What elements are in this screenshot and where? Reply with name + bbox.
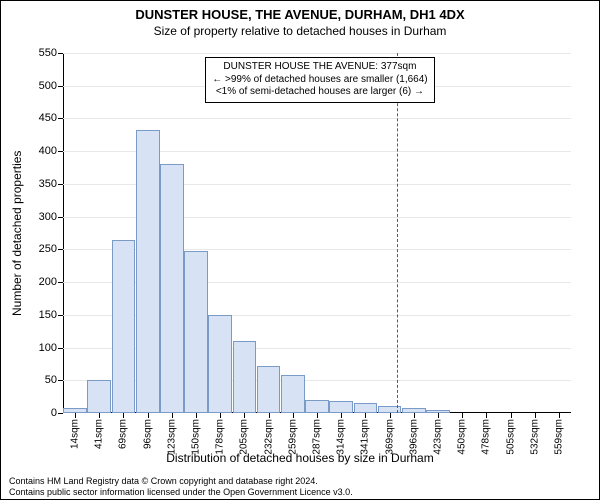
xtick-label: 423sqm [432,419,443,455]
histogram-bar [257,366,281,413]
gridline [63,53,571,54]
xtick-mark [148,413,149,418]
title-block: DUNSTER HOUSE, THE AVENUE, DURHAM, DH1 4… [1,1,599,38]
histogram-bar [208,315,232,413]
xtick-mark [559,413,560,418]
xtick-mark [172,413,173,418]
xtick-label: 205sqm [239,419,250,455]
ytick-label: 50 [45,374,57,386]
xtick-label: 178sqm [215,419,226,455]
xtick-mark [365,413,366,418]
xtick-label: 369sqm [384,419,395,455]
annotation-box: DUNSTER HOUSE THE AVENUE: 377sqm← >99% o… [205,57,434,103]
xtick-label: 69sqm [118,419,129,449]
ytick-label: 0 [51,407,57,419]
ytick-mark [58,86,63,87]
histogram-bar [136,130,160,413]
histogram-bar [63,408,87,413]
ytick-label: 300 [39,211,57,223]
y-axis-label: Number of detached properties [10,150,24,315]
ytick-mark [58,217,63,218]
ytick-mark [58,315,63,316]
title-line1: DUNSTER HOUSE, THE AVENUE, DURHAM, DH1 4… [1,7,599,22]
xtick-mark [462,413,463,418]
xtick-label: 41sqm [94,419,105,449]
xtick-mark [99,413,100,418]
xtick-label: 532sqm [529,419,540,455]
histogram-bar [281,375,305,413]
xtick-label: 450sqm [457,419,468,455]
footer-line1: Contains HM Land Registry data © Crown c… [9,476,353,486]
histogram-bar [305,400,329,413]
ytick-label: 450 [39,112,57,124]
xtick-mark [244,413,245,418]
xtick-mark [196,413,197,418]
xtick-label: 96sqm [142,419,153,449]
xtick-mark [390,413,391,418]
ytick-label: 150 [39,309,57,321]
ytick-mark [58,380,63,381]
ytick-label: 400 [39,145,57,157]
xtick-mark [317,413,318,418]
ytick-mark [58,348,63,349]
x-axis-label: Distribution of detached houses by size … [1,451,599,465]
ytick-label: 500 [39,80,57,92]
xtick-label: 478sqm [481,419,492,455]
ytick-label: 200 [39,276,57,288]
annotation-line: ← >99% of detached houses are smaller (1… [212,74,427,87]
histogram-bar [87,380,111,413]
footer: Contains HM Land Registry data © Crown c… [9,476,353,497]
xtick-mark [535,413,536,418]
xtick-mark [438,413,439,418]
ytick-label: 100 [39,342,57,354]
xtick-mark [414,413,415,418]
xtick-label: 396sqm [408,419,419,455]
histogram-bar [402,408,426,413]
xtick-label: 123sqm [166,419,177,455]
histogram-bar [184,251,208,413]
ytick-mark [58,118,63,119]
xtick-mark [511,413,512,418]
ytick-mark [58,413,63,414]
ytick-mark [58,53,63,54]
ytick-label: 250 [39,243,57,255]
histogram-bar [426,410,450,413]
xtick-mark [486,413,487,418]
ytick-label: 350 [39,178,57,190]
ytick-mark [58,184,63,185]
xtick-label: 232sqm [263,419,274,455]
histogram-bar [354,403,378,413]
histogram-bar [160,164,184,413]
xtick-label: 341sqm [360,419,371,455]
ytick-mark [58,151,63,152]
xtick-mark [341,413,342,418]
xtick-label: 259sqm [287,419,298,455]
title-line2: Size of property relative to detached ho… [1,24,599,38]
histogram-bar [233,341,257,413]
ytick-label: 550 [39,47,57,59]
histogram-bar [112,240,136,413]
xtick-label: 14sqm [70,419,81,449]
xtick-label: 150sqm [191,419,202,455]
xtick-label: 559sqm [553,419,564,455]
xtick-mark [293,413,294,418]
footer-line2: Contains public sector information licen… [9,487,353,497]
xtick-label: 505sqm [505,419,516,455]
annotation-line: DUNSTER HOUSE THE AVENUE: 377sqm [212,61,427,74]
ytick-mark [58,249,63,250]
xtick-mark [269,413,270,418]
ytick-mark [58,282,63,283]
marker-line [397,53,398,413]
xtick-mark [123,413,124,418]
annotation-line: <1% of semi-detached houses are larger (… [212,86,427,99]
histogram-bar [329,401,353,413]
gridline [63,118,571,119]
plot-area: 05010015020025030035040045050055014sqm41… [63,53,571,413]
xtick-mark [220,413,221,418]
xtick-label: 287sqm [312,419,323,455]
xtick-mark [75,413,76,418]
xtick-label: 314sqm [336,419,347,455]
chart-container: DUNSTER HOUSE, THE AVENUE, DURHAM, DH1 4… [0,0,600,500]
y-axis-line [63,53,64,413]
